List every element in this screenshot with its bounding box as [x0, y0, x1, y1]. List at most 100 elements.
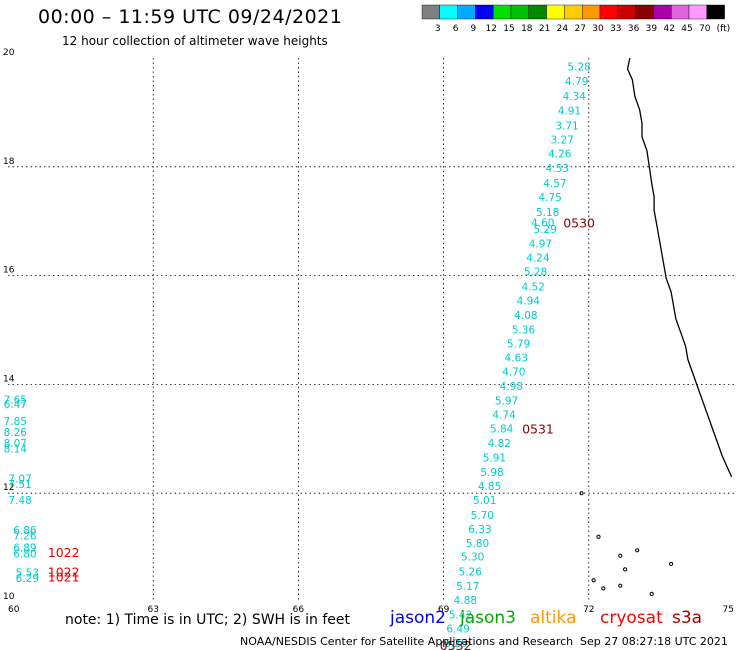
lon-tick-label: 75	[723, 605, 734, 615]
island-marker	[623, 567, 628, 572]
legend-swatch	[528, 4, 547, 20]
swh-label: 6.49	[446, 623, 469, 635]
swh-label: 4.52	[521, 281, 544, 293]
swh-label: 7.51	[8, 479, 31, 491]
legend-swatch	[599, 4, 618, 20]
swh-label: 4.91	[558, 106, 581, 118]
legend-swatch	[617, 4, 636, 20]
legend-swatch	[546, 4, 565, 20]
legend-bin-label: 12	[485, 24, 496, 34]
legend-bin-label: 45	[681, 24, 692, 34]
pass-time-label: 0532	[440, 638, 472, 650]
legend-bin-label: 42	[663, 24, 674, 34]
legend-bin-label: 36	[628, 24, 640, 34]
swh-label: 4.57	[543, 178, 566, 190]
swh-label: 7.07	[8, 473, 31, 485]
pass-time-label: 0530	[563, 216, 595, 231]
swh-label: 5.79	[507, 338, 530, 350]
legend-bin-label: 15	[503, 24, 514, 34]
swh-label: 4.88	[454, 595, 477, 607]
swh-label: 4.94	[517, 295, 541, 307]
lat-tick-label: 20	[3, 48, 15, 58]
swh-label: 7.65	[4, 394, 27, 406]
swh-label: 5.36	[512, 324, 536, 336]
swh-label: 5.98	[480, 467, 503, 479]
lon-tick-label: 63	[147, 605, 158, 615]
island-marker	[668, 561, 674, 567]
swh-label: 6.89	[13, 542, 36, 554]
legend-swatch	[688, 4, 707, 20]
pass-time-label: 1022	[48, 564, 80, 579]
satellite-name: altika	[530, 608, 577, 628]
swh-label: 4.08	[514, 310, 537, 322]
island-marker	[618, 583, 623, 588]
swh-label: 4.75	[538, 192, 561, 204]
swh-label: 6.29	[16, 573, 39, 585]
lat-tick-label: 14	[3, 374, 15, 384]
pass-time-label: 1022	[48, 545, 80, 560]
color-legend: 3 6 9 12 15 18 21 24 27 30 33 36 39 42 45 70 (ft)	[421, 4, 731, 34]
swh-label: 5.53	[16, 567, 39, 579]
satellite-name: cryosat	[600, 608, 663, 628]
swh-label: 4.98	[500, 381, 523, 393]
island-marker	[635, 548, 640, 553]
swh-label: 4.60	[531, 218, 554, 230]
legend-swatch	[582, 4, 601, 20]
lon-tick-label: 69	[438, 605, 450, 615]
page-subtitle: 12 hour collection of altimeter wave hei…	[62, 34, 328, 48]
legend-bin-label: 3	[435, 24, 441, 34]
legend-swatch	[439, 4, 458, 20]
wave-height-labels: 5.28 4.79 4.34 4.91 3.71 3.27 4.26 4.53 4.57 4.75…	[4, 62, 596, 650]
legend-swatch	[475, 4, 494, 20]
swh-label: 5.17	[456, 581, 479, 593]
legend-swatch	[564, 4, 583, 20]
swh-label: 4.85	[478, 481, 501, 493]
legend-swatch	[510, 4, 529, 20]
swh-label: 5.42	[449, 609, 472, 621]
lat-tick-label: 18	[3, 157, 15, 167]
satellite-name: jason3	[460, 608, 516, 628]
swh-label: 3.27	[550, 134, 573, 146]
satellite-name: s3a	[672, 608, 703, 628]
swh-label: 5.30	[461, 552, 484, 564]
swh-label: 7.26	[13, 530, 37, 542]
swh-label: 5.91	[483, 453, 506, 465]
legend-bin-label: 30	[592, 24, 604, 34]
swh-label: 4.63	[505, 353, 528, 365]
legend-bin-label: 27	[574, 24, 585, 34]
legend-unit: (ft)	[717, 24, 731, 34]
legend-swatch	[653, 4, 672, 20]
swh-label: 5.28	[567, 62, 590, 74]
lon-tick-label: 66	[293, 605, 305, 615]
lon-tick-label: 72	[583, 605, 594, 615]
swh-label: 4.70	[502, 367, 525, 379]
island-marker	[649, 591, 654, 596]
swh-label: 8.07	[4, 438, 27, 450]
legend-bin-label: 33	[610, 24, 621, 34]
island-marker	[618, 553, 623, 558]
swh-label: 5.70	[471, 510, 494, 522]
swh-label: 7.85	[4, 416, 27, 428]
swh-label: 4.26	[548, 149, 572, 161]
swh-label: 4.74	[492, 410, 516, 422]
legend-swatch	[457, 4, 476, 20]
legend-swatch	[635, 4, 654, 20]
lat-tick-label: 10	[3, 592, 15, 602]
island-marker	[579, 491, 584, 496]
swh-label: 6.33	[468, 524, 491, 536]
satellite-name: jason2	[390, 608, 446, 628]
swh-label: 5.29	[534, 224, 557, 236]
coastline	[579, 57, 733, 596]
swh-label: 4.97	[529, 238, 552, 250]
legend-bin-label: 6	[453, 24, 459, 34]
map-grid: 60 63 66 69 72 75 10 12 14 16 18 20	[3, 48, 734, 615]
swh-label: 3.71	[555, 120, 578, 132]
legend-bin-label: 39	[646, 24, 658, 34]
swh-label: 7.48	[8, 495, 31, 507]
legend-swatch	[706, 4, 725, 20]
legend-swatch	[421, 4, 440, 20]
swh-label: 6.80	[13, 548, 36, 560]
page-title: 00:00 – 11:59 UTC 09/24/2021	[38, 6, 343, 28]
swh-label: 5.25	[444, 638, 467, 650]
